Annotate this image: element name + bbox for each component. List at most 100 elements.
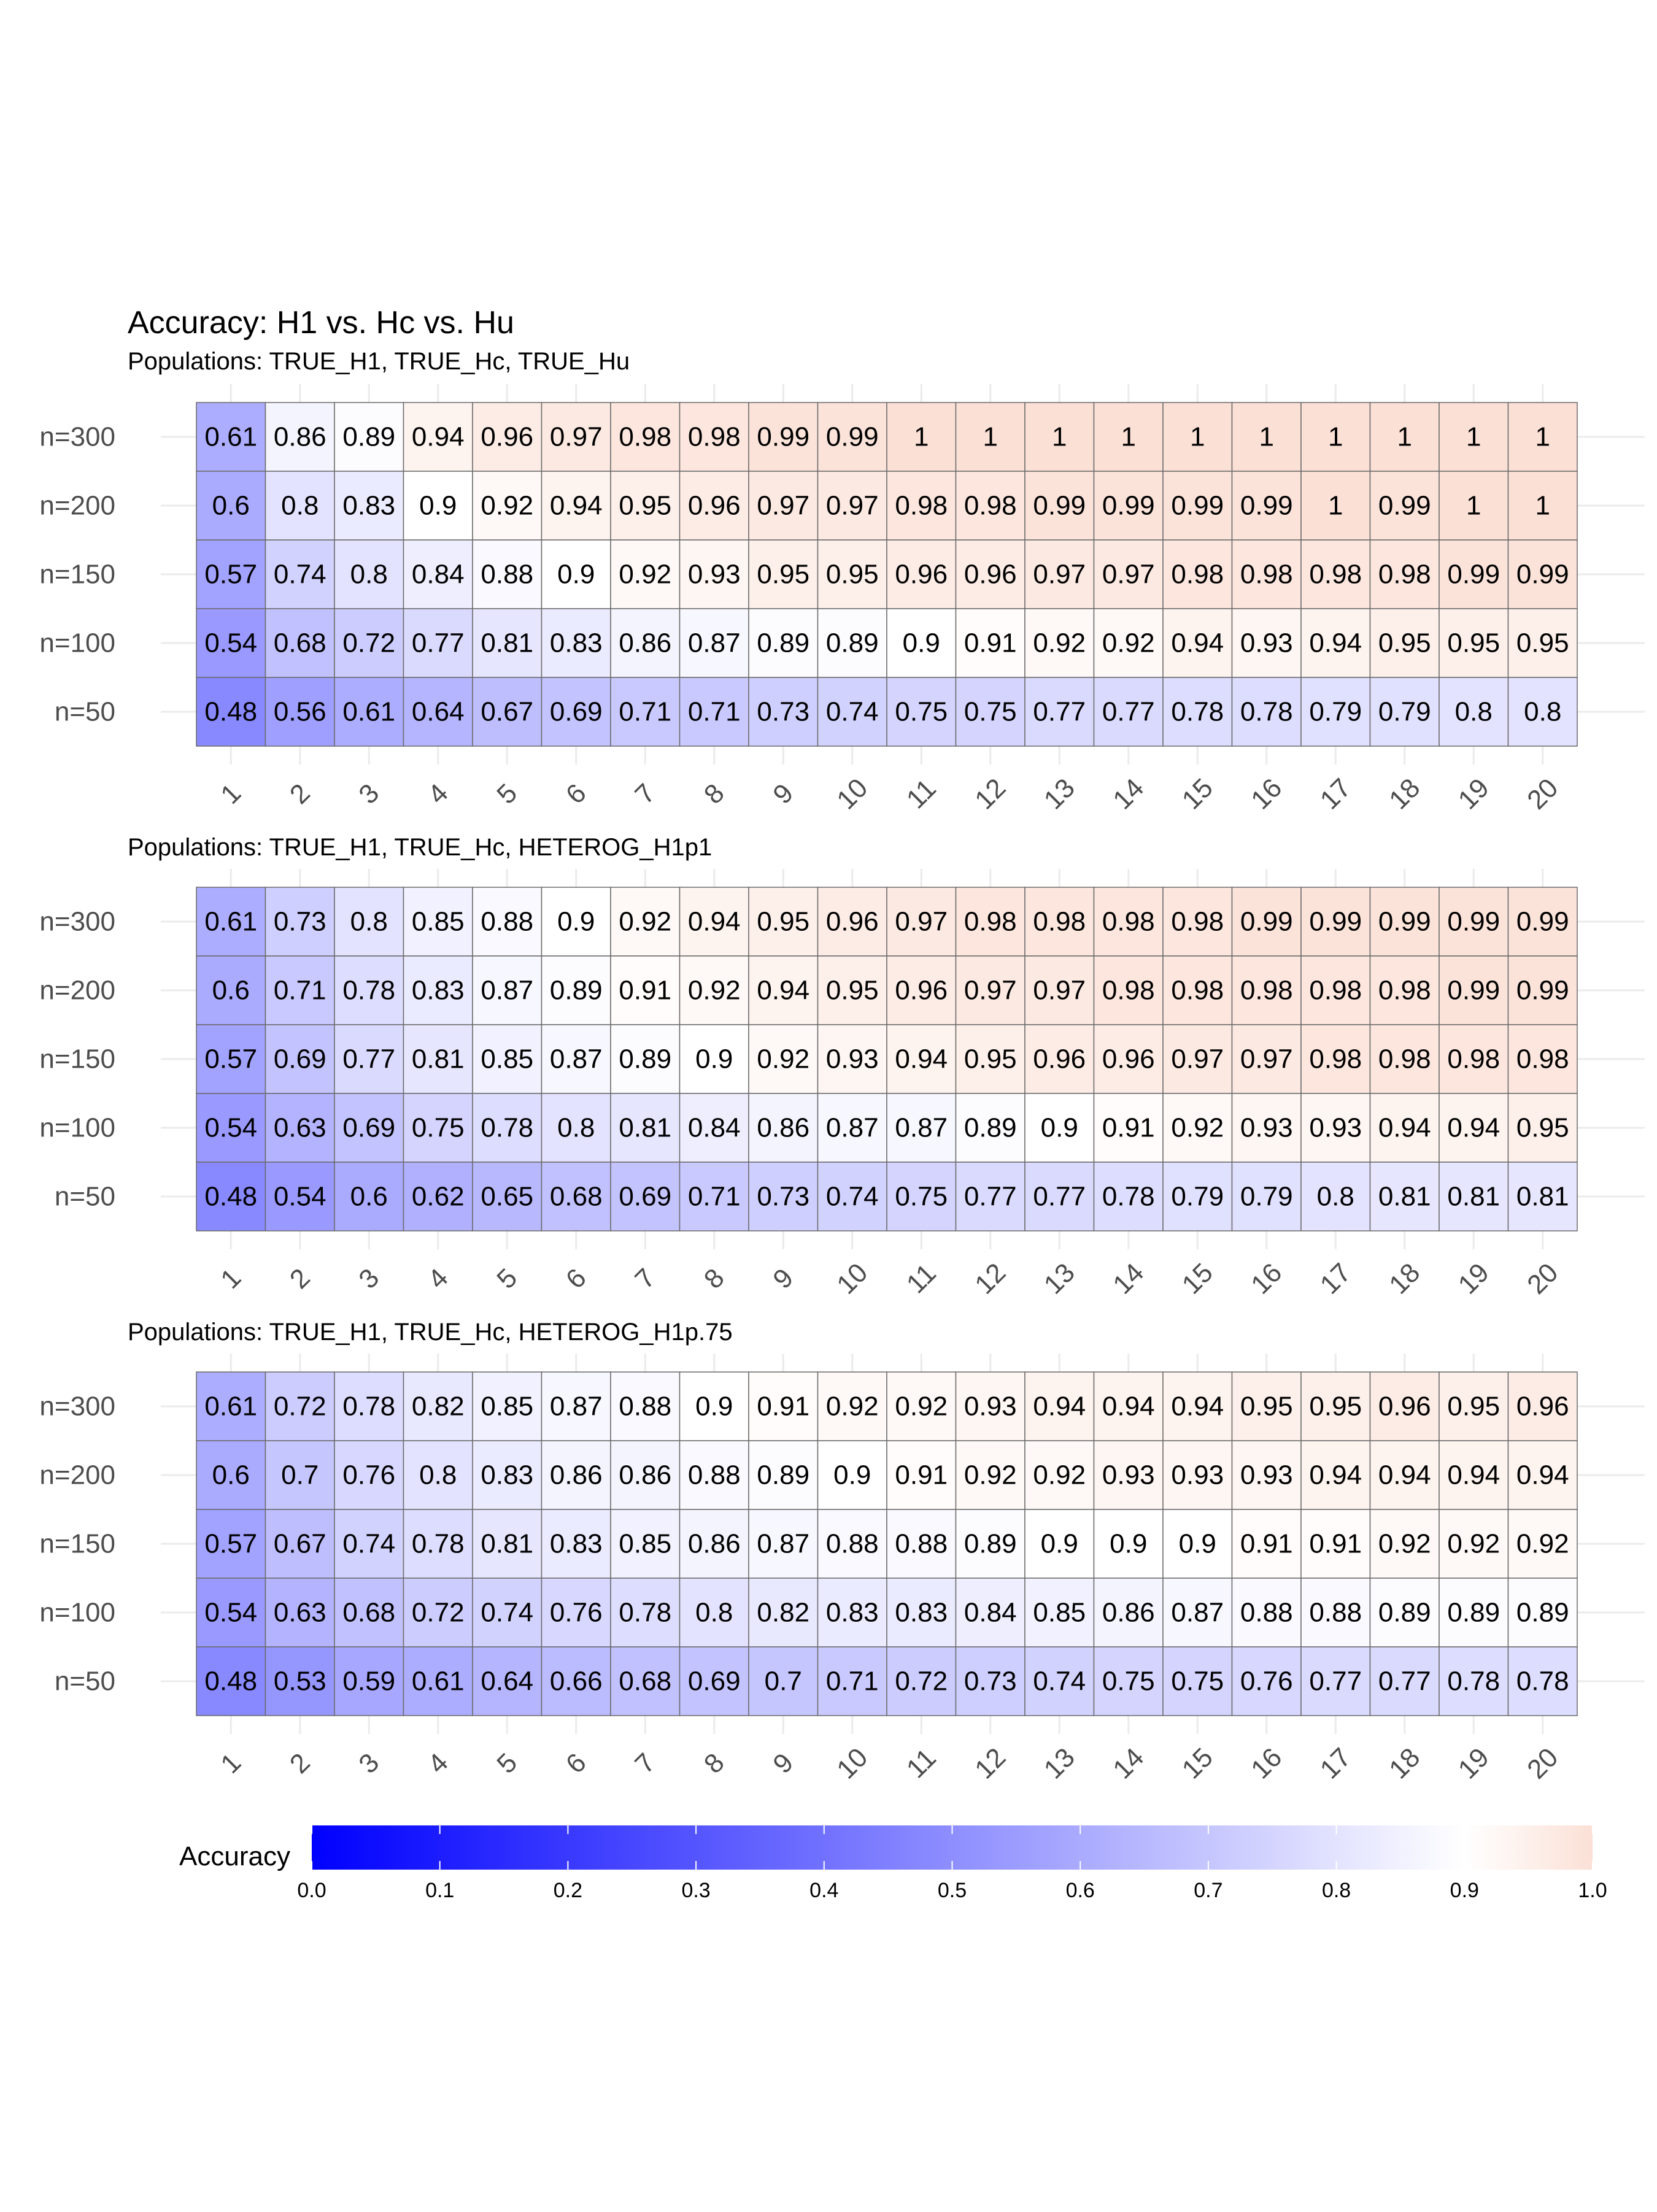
- heatmap-cell: [1162, 955, 1233, 1025]
- cell-value-label: 0.88: [481, 907, 533, 937]
- heatmap-cell: [1024, 608, 1095, 678]
- y-tick-label: n=200: [39, 1460, 115, 1490]
- heatmap-cell: [817, 1162, 887, 1231]
- cell-value-label: 0.82: [412, 1392, 465, 1422]
- heatmap-cell: [541, 1371, 611, 1441]
- heatmap-cell: [679, 677, 749, 747]
- heatmap-cell: [1093, 1162, 1164, 1231]
- cell-value-label: 0.71: [688, 1182, 741, 1212]
- cell-value-label: 0.54: [204, 1113, 257, 1143]
- heatmap-cell: [1093, 677, 1164, 747]
- cell-value-label: 0.54: [204, 1598, 257, 1628]
- cell-value-label: 0.48: [204, 1182, 257, 1212]
- cell-value-label: 0.98: [964, 907, 1017, 937]
- cell-value-label: 0.95: [619, 491, 671, 521]
- cell-value-label: 0.92: [757, 1044, 809, 1074]
- cell-value-label: 1: [983, 422, 998, 452]
- y-tick-label: n=200: [39, 491, 115, 521]
- cell-value-label: 0.95: [757, 560, 809, 590]
- cell-value-label: 0.69: [274, 1044, 326, 1074]
- cell-value-label: 0.6: [212, 491, 250, 521]
- cell-value-label: 0.74: [826, 1182, 879, 1212]
- cell-value-label: 0.98: [1309, 976, 1362, 1006]
- heatmap-cell: [1507, 1509, 1578, 1579]
- heatmap-cell: [1439, 1093, 1509, 1163]
- heatmap-cell: [610, 471, 681, 541]
- cell-value-label: 0.83: [481, 1460, 533, 1490]
- cell-value-label: 1: [1121, 422, 1136, 452]
- heatmap-cell: [472, 677, 543, 747]
- cell-value-label: 0.81: [1516, 1182, 1569, 1212]
- cell-value-label: 0.64: [481, 1667, 533, 1697]
- cell-value-label: 0.71: [274, 976, 326, 1006]
- cell-value-label: 0.79: [1240, 1182, 1293, 1212]
- heatmap-cell: [955, 608, 1025, 678]
- chart-title: Accuracy: H1 vs. Hc vs. Hu: [128, 305, 514, 341]
- heatmap-cell: [1439, 1162, 1509, 1231]
- heatmap-cell: [955, 1578, 1025, 1647]
- heatmap-cell: [1300, 955, 1371, 1025]
- cell-value-label: 0.82: [757, 1598, 809, 1628]
- cell-value-label: 0.97: [1033, 560, 1086, 590]
- cell-value-label: 0.86: [550, 1460, 603, 1490]
- cell-value-label: 0.92: [826, 1392, 879, 1422]
- cell-value-label: 0.89: [619, 1044, 671, 1074]
- cell-value-label: 0.78: [342, 976, 395, 1006]
- heatmap-cell: [1300, 1371, 1371, 1441]
- heatmap-cell: [1439, 1440, 1509, 1510]
- cell-value-label: 0.96: [1033, 1044, 1086, 1074]
- legend-tick-label: 0.6: [1066, 1879, 1095, 1902]
- cell-value-label: 0.94: [1171, 1392, 1224, 1422]
- heatmap-cell: [1162, 1024, 1233, 1094]
- heatmap-cell: [541, 887, 611, 957]
- cell-value-label: 0.8: [350, 560, 388, 590]
- cell-value-label: 0.96: [1378, 1392, 1431, 1422]
- cell-value-label: 0.87: [481, 976, 533, 1006]
- y-tick-label: n=50: [55, 1182, 115, 1212]
- heatmap-cell: [955, 1093, 1025, 1163]
- heatmap-cell: [196, 1024, 266, 1094]
- cell-value-label: 0.85: [1033, 1598, 1086, 1628]
- cell-value-label: 0.78: [1102, 1182, 1155, 1212]
- cell-value-label: 0.88: [688, 1460, 741, 1490]
- heatmap-cell: [1507, 955, 1578, 1025]
- heatmap-cell: [748, 539, 819, 609]
- y-tick-label: n=100: [39, 1598, 115, 1628]
- cell-value-label: 0.83: [550, 628, 603, 658]
- cell-value-label: 0.98: [1240, 560, 1293, 590]
- cell-value-label: 0.95: [964, 1044, 1017, 1074]
- heatmap-cell: [334, 1162, 404, 1231]
- heatmap-cell: [610, 1371, 681, 1441]
- heatmap-cell: [1507, 471, 1578, 541]
- heatmap-cell: [1300, 402, 1371, 472]
- heatmap-cell: [610, 1024, 681, 1094]
- cell-value-label: 0.77: [1102, 697, 1155, 727]
- cell-value-label: 0.99: [1309, 907, 1362, 937]
- heatmap-cell: [1300, 539, 1371, 609]
- y-tick-label: n=300: [39, 1392, 115, 1422]
- heatmap-cell: [817, 1646, 887, 1716]
- cell-value-label: 0.98: [1171, 907, 1224, 937]
- y-tick-label: n=150: [39, 1044, 115, 1074]
- heatmap-cell: [1369, 539, 1440, 609]
- heatmap-cell: [679, 1578, 749, 1647]
- heatmap-cell: [610, 539, 681, 609]
- cell-value-label: 0.8: [695, 1598, 733, 1628]
- y-tick-label: n=150: [39, 560, 115, 590]
- cell-value-label: 0.9: [557, 560, 595, 590]
- cell-value-label: 0.94: [757, 976, 809, 1006]
- y-tick-label: n=100: [39, 1113, 115, 1143]
- heatmap-cell: [334, 1440, 404, 1510]
- cell-value-label: 0.94: [1447, 1113, 1500, 1143]
- cell-value-label: 0.78: [342, 1392, 395, 1422]
- heatmap-cell: [1507, 608, 1578, 678]
- cell-value-label: 0.97: [1033, 976, 1086, 1006]
- cell-value-label: 0.67: [274, 1529, 326, 1559]
- cell-value-label: 0.75: [1171, 1667, 1224, 1697]
- heatmap-cell: [472, 1371, 543, 1441]
- heatmap-cell: [196, 1371, 266, 1441]
- heatmap-cell: [610, 402, 681, 472]
- cell-value-label: 0.61: [204, 422, 257, 452]
- cell-value-label: 0.63: [274, 1598, 326, 1628]
